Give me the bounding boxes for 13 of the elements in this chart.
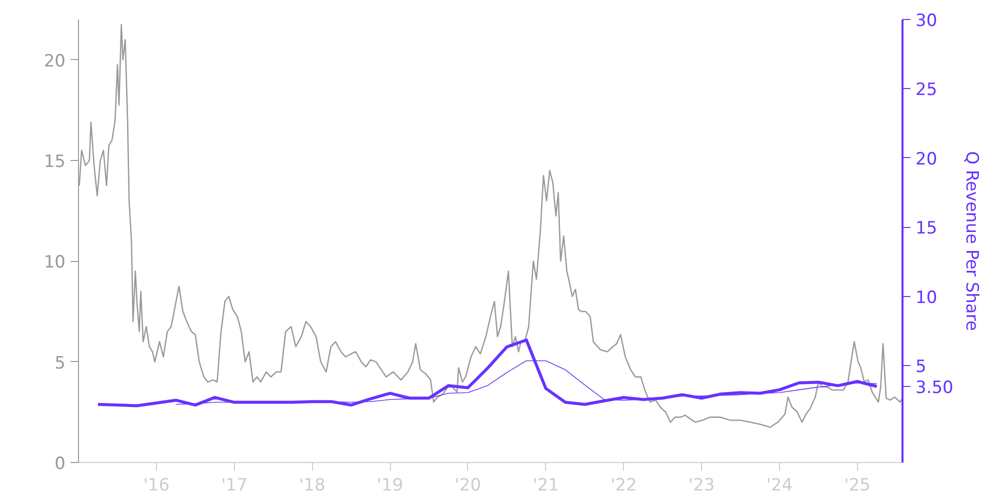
y2-tick-label: 30 (916, 11, 938, 31)
y2-tick-label: 10 (916, 288, 938, 308)
y2-tick-label: 25 (916, 80, 938, 100)
y2-tick-label: 3.50 (916, 378, 954, 398)
y-tick-label: 0 (54, 454, 66, 474)
y-tick-label: 10 (44, 252, 66, 273)
y-tick-label: 5 (54, 353, 66, 374)
y2-axis-title: Q Revenue Per Share (961, 151, 982, 331)
y2-tick-label: 20 (916, 149, 938, 170)
y2-tick-label: 15 (916, 218, 938, 239)
y2-tick-label: 5 (916, 357, 926, 378)
y-tick-label: 15 (44, 152, 66, 172)
y-tick-label: 20 (44, 51, 66, 72)
